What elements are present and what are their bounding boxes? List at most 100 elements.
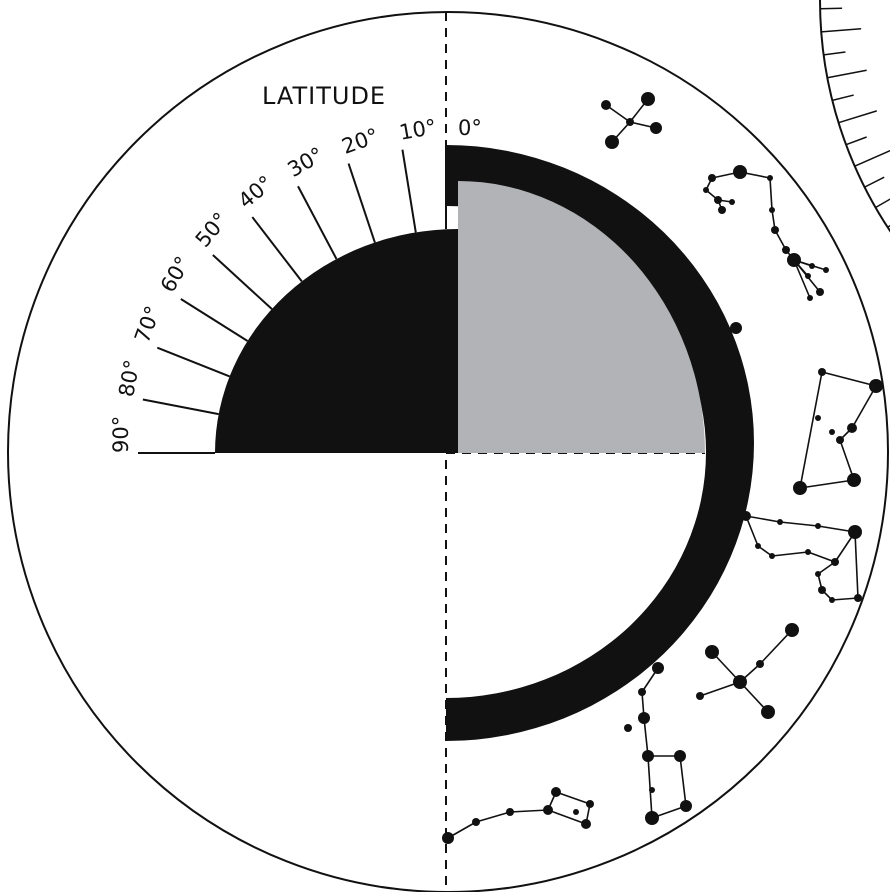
star-dot [755, 543, 761, 549]
star-dot [831, 558, 839, 566]
constellation-line [745, 515, 781, 523]
star-dot [733, 675, 747, 689]
star-dot [605, 135, 619, 149]
star-dot [649, 787, 655, 793]
star-dot [703, 187, 709, 193]
constellation-line [769, 177, 773, 211]
star-dot [573, 809, 579, 815]
star-dot [506, 808, 514, 816]
constellations [442, 92, 883, 844]
wheel-tick [864, 176, 885, 188]
star-dot [805, 273, 811, 279]
star-dot [705, 645, 719, 659]
latitude-tick [156, 346, 231, 378]
star-dot [847, 423, 857, 433]
constellation-line [679, 755, 687, 807]
star-dot [543, 805, 553, 815]
constellation-line [771, 551, 809, 557]
latitude-tick [347, 163, 376, 243]
constellation-line [799, 479, 855, 489]
star-dot [854, 594, 862, 602]
star-dot [836, 436, 844, 444]
wheel-tick [832, 94, 854, 102]
star-dot [767, 175, 773, 181]
star-dot [771, 226, 779, 234]
constellation-line [779, 521, 819, 527]
constellation-line [509, 809, 549, 813]
star-dot [645, 811, 659, 825]
star-dot [829, 597, 835, 603]
star-dot [642, 750, 654, 762]
star-dot [809, 263, 815, 269]
star-dot [730, 322, 742, 334]
latitude-tick [142, 398, 219, 416]
horizon-ring [446, 145, 754, 741]
star-dot [815, 571, 821, 577]
outer-wheel-ticks [820, 7, 890, 228]
latitude-title: LATITUDE [262, 82, 386, 110]
star-dot [756, 660, 764, 668]
sky-window [458, 181, 705, 453]
latitude-tick [180, 298, 249, 342]
star-dot [787, 253, 801, 267]
star-dot [829, 429, 835, 435]
star-dot [674, 750, 686, 762]
constellation-icon [741, 511, 862, 603]
constellation-line [851, 385, 877, 429]
star-dot [714, 196, 722, 204]
star-dot [815, 523, 821, 529]
star-dot [696, 692, 704, 700]
star-dot [823, 267, 829, 273]
star-dot [793, 481, 807, 495]
star-dot [641, 92, 655, 106]
star-dot [718, 206, 726, 214]
wheel-tick [823, 51, 846, 56]
star-dot [818, 586, 826, 594]
star-dot [847, 473, 861, 487]
wheel-tick [821, 28, 862, 33]
latitude-label: 90° [109, 416, 133, 453]
constellation-line [821, 371, 877, 387]
star-dot [769, 553, 775, 559]
star-dot [551, 787, 561, 797]
constellation-line [839, 439, 855, 481]
wheel-tick [838, 110, 877, 124]
constellation-icon [703, 165, 829, 301]
star-dot [708, 174, 716, 182]
wheel-tick [875, 198, 890, 209]
star-dot [586, 800, 594, 808]
constellation-icon [601, 92, 662, 149]
star-dot [777, 519, 783, 525]
constellation-icon [730, 322, 742, 334]
constellation-line [555, 791, 591, 805]
constellation-line [643, 717, 649, 757]
constellation-icon [696, 623, 799, 719]
latitude-tick [297, 185, 338, 260]
star-dot [624, 724, 632, 732]
star-dot [601, 100, 611, 110]
star-dot [769, 207, 775, 213]
star-dot [626, 118, 634, 126]
star-dot [638, 688, 646, 696]
star-dot [816, 288, 824, 296]
star-dot [761, 705, 775, 719]
star-dot [442, 832, 454, 844]
star-dot [805, 549, 811, 555]
star-dot [733, 165, 747, 179]
constellation-line [475, 811, 511, 823]
constellation-icon [442, 787, 594, 844]
latitude-tick [401, 149, 417, 233]
constellation-line [807, 551, 836, 563]
star-dot [680, 800, 692, 812]
wheel-tick [845, 136, 867, 146]
constellation-line [547, 809, 587, 825]
star-dot [472, 818, 480, 826]
constellation-line [759, 629, 793, 665]
wheel-tick [827, 69, 867, 79]
latitude-quadrant [215, 229, 458, 453]
star-dot [807, 295, 813, 301]
constellation-icon [624, 662, 692, 825]
star-dot [638, 712, 650, 724]
star-dot [869, 379, 883, 393]
